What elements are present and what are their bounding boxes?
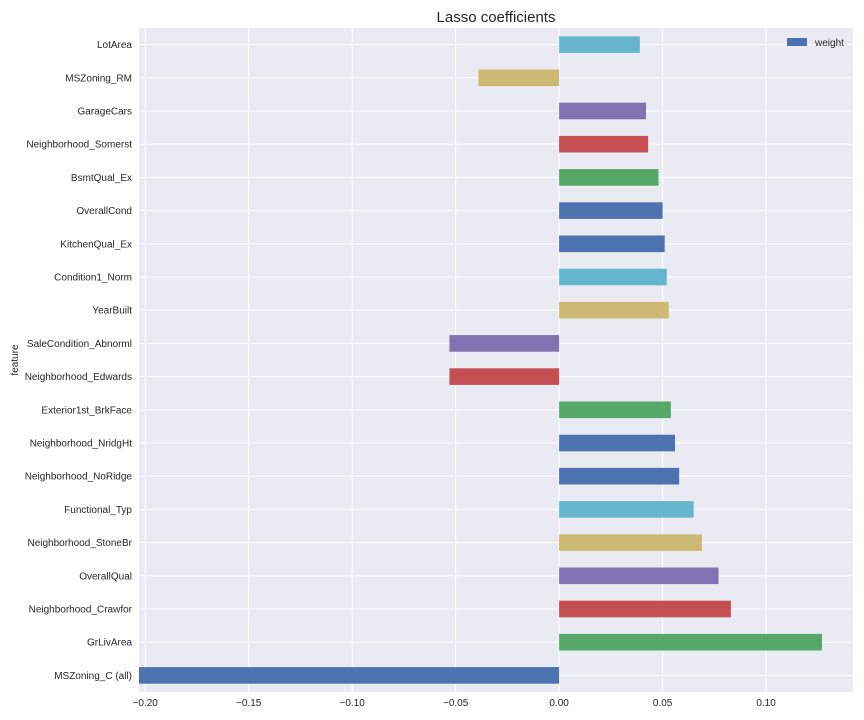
bar-garagecars	[559, 102, 647, 120]
y-tick-label: KitchenQual_Ex	[60, 239, 132, 250]
bar-yearbuilt	[559, 301, 669, 319]
bar-bsmtqual-ex	[559, 169, 659, 186]
y-tick-label: MSZoning_C (all)	[54, 671, 132, 682]
y-tick-label: OverallQual	[79, 571, 132, 582]
bar-kitchenqual-ex	[559, 235, 665, 253]
bar-overallqual	[559, 567, 719, 585]
bar-neighborhood-nridght	[559, 434, 676, 452]
bar-exterior1st-brkface	[559, 401, 671, 419]
x-tick-label: −0.05	[443, 698, 469, 709]
x-tick-label: 0.10	[756, 698, 776, 709]
y-tick-label: Neighborhood_Somerst	[26, 140, 132, 151]
y-tick-label: YearBuilt	[92, 306, 132, 317]
bar-condition1-norm	[559, 268, 667, 286]
y-tick-label: Exterior1st_BrkFace	[41, 405, 132, 416]
y-tick-label: GarageCars	[78, 107, 132, 118]
y-tick-label: Functional_Typ	[64, 505, 132, 516]
bar-neighborhood-crawfor	[559, 600, 731, 618]
bar-mszoning-rm	[478, 69, 560, 87]
x-tick-label: −0.20	[133, 698, 159, 709]
legend-swatch	[787, 38, 807, 46]
x-tick-label: −0.15	[236, 698, 262, 709]
y-tick-label: Neighborhood_Edwards	[25, 372, 132, 383]
y-tick-label: OverallCond	[76, 206, 132, 217]
y-tick-label: Neighborhood_NridgHt	[30, 439, 133, 450]
bar-salecondition-abnorml	[449, 335, 560, 352]
bar-lotarea	[559, 36, 640, 53]
y-tick-label: LotArea	[97, 40, 132, 51]
y-tick-label: Condition1_Norm	[54, 273, 132, 284]
y-tick-label: SaleCondition_Abnorml	[27, 339, 132, 350]
y-tick-label: BsmtQual_Ex	[71, 173, 132, 184]
x-tick-label: −0.10	[340, 698, 366, 709]
x-tick-label: 0.05	[653, 698, 673, 709]
plot-area	[139, 28, 853, 692]
y-tick-label: GrLivArea	[87, 638, 132, 649]
bar-functional-typ	[559, 501, 694, 518]
y-tick-label: MSZoning_RM	[65, 73, 132, 84]
legend-label: weight	[814, 38, 844, 49]
bar-neighborhood-noridge	[559, 467, 680, 485]
bar-grlivarea	[559, 633, 822, 651]
bar-overallcond	[559, 202, 663, 219]
x-tick-labels: −0.20 −0.15 −0.10 −0.05 0.00 0.05 0.10	[133, 698, 777, 709]
bar-neighborhood-somerst	[559, 135, 649, 153]
bar-mszoning-c-all-	[139, 667, 560, 684]
x-tick-label: 0.00	[549, 698, 569, 709]
y-axis-label: feature	[10, 344, 21, 376]
y-tick-label: Neighborhood_Crawfor	[29, 605, 133, 616]
y-tick-label: Neighborhood_NoRidge	[25, 472, 133, 483]
y-tick-label: Neighborhood_StoneBr	[27, 538, 132, 549]
chart-title: Lasso coefficients	[437, 9, 556, 26]
bar-neighborhood-stonebr	[559, 534, 702, 551]
bars	[139, 36, 822, 684]
bar-neighborhood-edwards	[449, 368, 560, 385]
y-tick-labels: LotArea MSZoning_RM GarageCars Neighborhood…	[25, 40, 133, 682]
legend: weight	[787, 38, 844, 49]
